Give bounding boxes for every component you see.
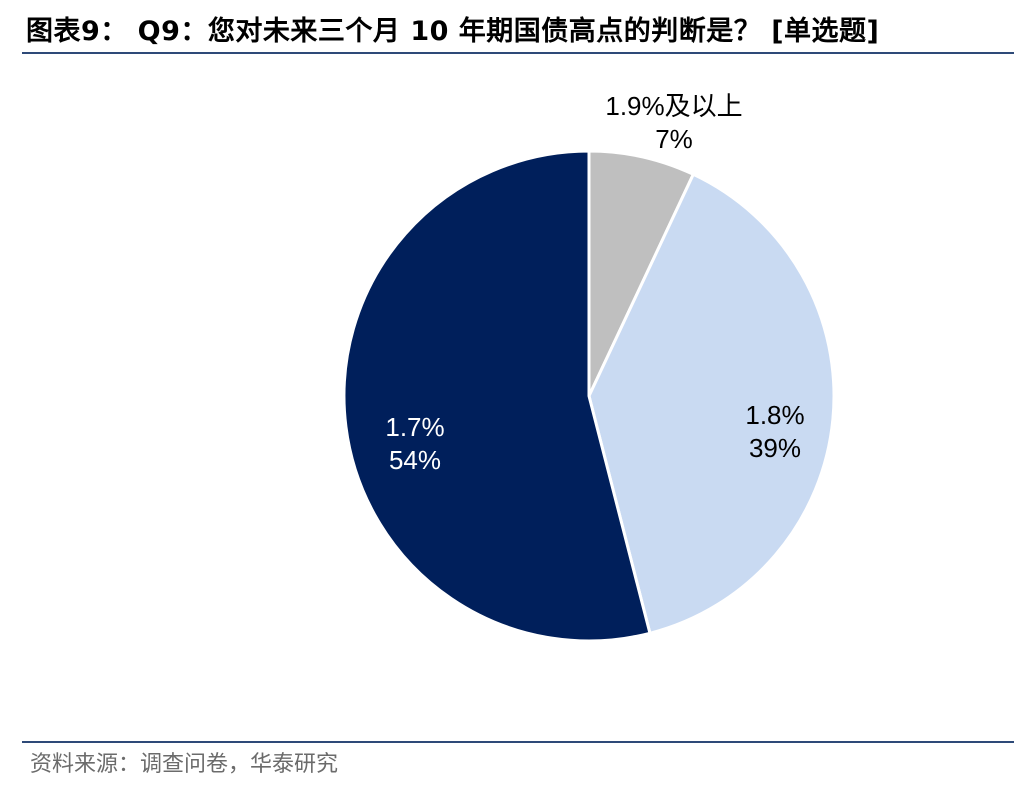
page-title: 图表9： Q9：您对未来三个月 10 年期国债高点的判断是？ [单选题] xyxy=(26,16,880,47)
pie-slice-2 xyxy=(587,172,836,635)
slice-category-label: 1.7% xyxy=(385,412,444,442)
slice-percent-label: 39% xyxy=(749,433,801,463)
footer-divider xyxy=(22,741,1014,743)
pie-slice-1 xyxy=(587,149,695,398)
slice-percent-label: 7% xyxy=(655,124,693,154)
slice-category-label: 1.8% xyxy=(745,400,804,430)
title-divider xyxy=(22,52,1014,54)
pie-slices xyxy=(342,149,836,643)
slice-percent-label: 54% xyxy=(389,445,441,475)
slice-category-label: 1.9%及以上 xyxy=(605,91,742,121)
pie-slice-3 xyxy=(342,149,652,643)
source-note: 资料来源：调查问卷，华泰研究 xyxy=(30,752,339,777)
